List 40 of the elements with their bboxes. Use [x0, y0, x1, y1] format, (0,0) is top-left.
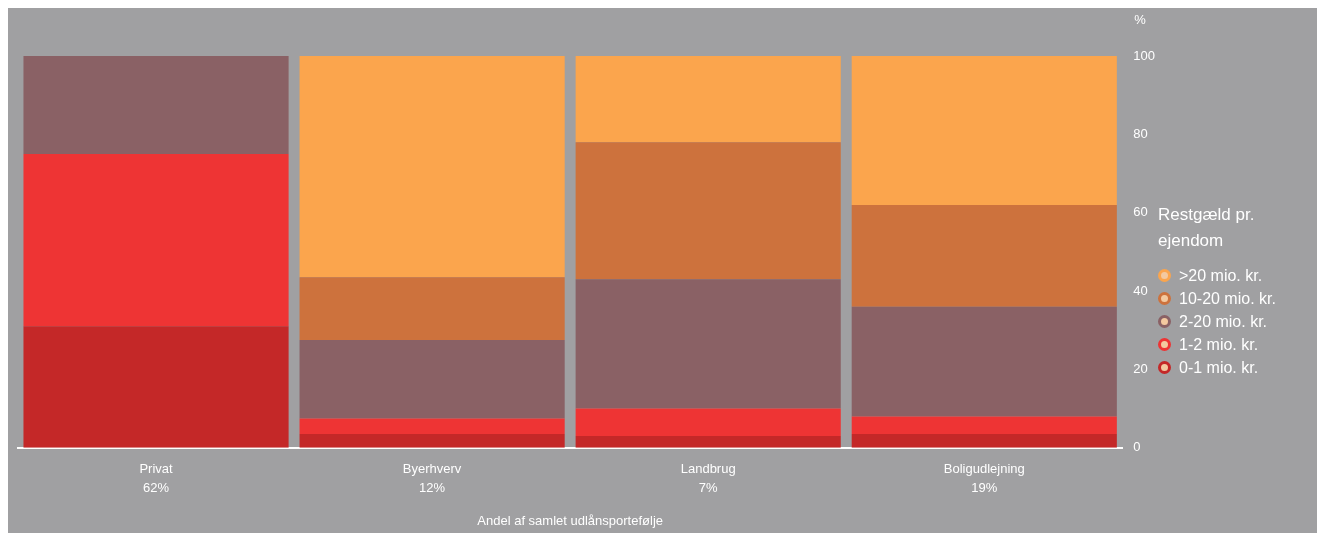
bar [851, 434, 1117, 448]
y-tick-label: 0 [1133, 439, 1141, 455]
bar [299, 277, 565, 341]
y-tick-label: 60 [1133, 204, 1148, 220]
x-tick-label: Landbrug [680, 461, 736, 477]
bar [575, 56, 841, 143]
text: 0-1 mio. kr. [1179, 358, 1259, 378]
bar [851, 416, 1117, 435]
y-axis-title: % [1134, 12, 1147, 28]
bar [299, 56, 565, 278]
x-tick-label: Byerhverv [402, 461, 462, 477]
bar [23, 56, 289, 154]
bar [299, 418, 565, 435]
bar [23, 326, 289, 448]
text: 12% [419, 479, 446, 495]
bar [575, 279, 841, 409]
bar [299, 340, 565, 419]
bar [575, 408, 841, 437]
bar [575, 142, 841, 280]
y-tick-label: 100 [1133, 47, 1156, 63]
bar [299, 434, 565, 448]
text: >20 mio. kr. [1179, 266, 1263, 286]
x-tick-label: Boligudlejning [943, 461, 1025, 477]
bar [851, 56, 1117, 205]
text: 10-20 mio. kr. [1179, 289, 1276, 309]
text: 1-2 mio. kr. [1179, 335, 1259, 355]
bar [851, 306, 1117, 417]
bar [851, 204, 1117, 307]
text: 7% [698, 479, 719, 495]
text: 2-20 mio. kr. [1179, 312, 1268, 332]
text: 19% [971, 479, 998, 495]
y-tick-label: 80 [1133, 125, 1148, 141]
y-tick-label: 40 [1133, 282, 1148, 298]
bar [23, 153, 289, 327]
x-tick-label: Privat [139, 461, 174, 477]
x-axis-title: Andel af samlet udlånsportefølje [477, 512, 664, 528]
bar [575, 436, 841, 448]
y-tick-label: 20 [1133, 361, 1148, 377]
legend-title: Restgæld pr. ejendom [1158, 204, 1256, 252]
text: 62% [143, 479, 170, 495]
